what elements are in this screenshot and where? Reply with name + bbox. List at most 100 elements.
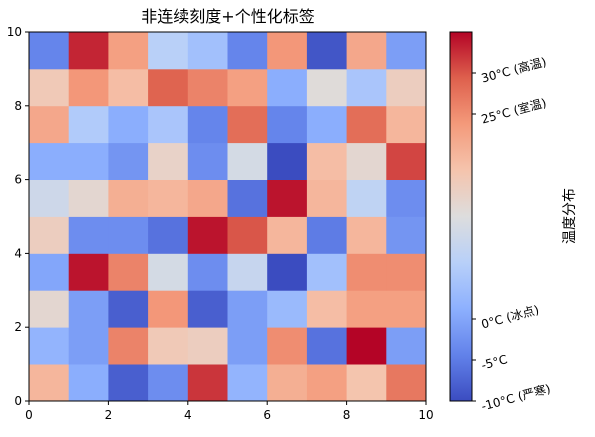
heatmap-cell [227, 216, 268, 254]
heatmap-cell [386, 216, 427, 254]
heatmap-cell [187, 253, 228, 291]
heatmap-cell [346, 290, 387, 328]
heatmap-cell [29, 327, 70, 365]
heatmap-cell [108, 179, 149, 217]
heatmap-cell [346, 253, 387, 291]
heatmap-cell [306, 68, 347, 107]
heatmap-cell [187, 105, 228, 144]
heatmap-cell [29, 105, 70, 144]
heatmap-cell [108, 105, 149, 144]
heatmap-cell [267, 364, 308, 402]
heatmap-cell [148, 327, 189, 365]
heatmap-cell [187, 32, 228, 70]
heatmap-cell [187, 68, 228, 107]
heatmap-cell [187, 142, 228, 180]
heatmap-cell [386, 105, 427, 144]
heatmap-cell [108, 290, 149, 328]
heatmap-cell [187, 216, 228, 254]
y-tick-label: 10 [7, 25, 22, 39]
heatmap-cell [306, 290, 347, 328]
heatmap-cell [267, 290, 308, 328]
y-tick-label: 8 [14, 99, 22, 113]
heatmap-cell [148, 290, 189, 328]
heatmap-cell [68, 68, 109, 107]
colorbar-tick-label: 25°C (室温) [479, 95, 547, 127]
heatmap-cell [29, 253, 70, 291]
heatmap-cell [108, 68, 149, 107]
y-axis: 0 2 4 6 8 10 [7, 25, 29, 408]
heatmap-cell [29, 32, 70, 70]
heatmap-cell [68, 105, 109, 144]
y-tick-label: 0 [14, 394, 22, 408]
heatmap-cell [267, 105, 308, 144]
heatmap-cell [227, 105, 268, 144]
heatmap-cell [68, 179, 109, 217]
heatmap-cell [68, 142, 109, 180]
colorbar-tick-label: 0°C (冰点) [480, 303, 541, 332]
heatmap-cell [346, 179, 387, 217]
heatmap-cell [386, 364, 427, 402]
heatmap-cell [108, 364, 149, 402]
heatmap-cell [346, 327, 387, 365]
heatmap-cell [29, 142, 70, 180]
heatmap-cell [68, 290, 109, 328]
heatmap-cell [108, 32, 149, 70]
heatmap-cell [68, 364, 109, 402]
heatmap-cell [68, 327, 109, 365]
heatmap-cell [108, 142, 149, 180]
y-tick-label: 6 [14, 173, 22, 187]
heatmap-cell [29, 290, 70, 328]
x-tick-label: 10 [418, 408, 433, 422]
heatmap-cell [108, 253, 149, 291]
x-tick-label: 2 [105, 408, 113, 422]
heatmap-cell [267, 142, 308, 180]
heatmap-cell [148, 179, 189, 217]
colorbar-tick-label: 30°C (高温) [479, 54, 547, 86]
heatmap-cell [267, 253, 308, 291]
heatmap-cell [108, 327, 149, 365]
heatmap-cell [29, 68, 70, 107]
heatmap-cell [386, 290, 427, 328]
heatmap-cell [267, 327, 308, 365]
x-tick-label: 6 [263, 408, 271, 422]
heatmap-cell [227, 253, 268, 291]
heatmap-cell [306, 216, 347, 254]
heatmap-cell [227, 179, 268, 217]
heatmap-cell [306, 142, 347, 180]
heatmap-cell [187, 290, 228, 328]
heatmap-cell [306, 253, 347, 291]
colorbar-ticks: 30°C (高温) 25°C (室温) 0°C (冰点) -5°C -10°C (严寒) [472, 54, 552, 414]
heatmap-cell [386, 179, 427, 217]
heatmap-cell [267, 216, 308, 254]
heatmap-cell [306, 327, 347, 365]
heatmap-cell [227, 364, 268, 402]
y-tick-label: 4 [14, 246, 22, 260]
heatmap-cells [29, 32, 427, 402]
x-axis: 0 2 4 6 8 10 [25, 401, 434, 422]
heatmap-cell [148, 253, 189, 291]
heatmap-cell [346, 142, 387, 180]
x-tick-label: 4 [184, 408, 192, 422]
heatmap-cell [68, 216, 109, 254]
heatmap-cell [187, 364, 228, 402]
heatmap-cell [227, 142, 268, 180]
heatmap-cell [386, 68, 427, 107]
colorbar [449, 31, 473, 402]
heatmap-cell [187, 179, 228, 217]
heatmap-cell [267, 32, 308, 70]
heatmap-cell [306, 364, 347, 402]
heatmap-cell [306, 105, 347, 144]
heatmap-cell [267, 68, 308, 107]
heatmap-cell [29, 216, 70, 254]
heatmap-cell [346, 68, 387, 107]
heatmap-cell [148, 32, 189, 70]
chart-title: 非连续刻度+个性化标签 [141, 7, 314, 26]
colorbar-tick-label: -5°C [480, 352, 509, 372]
heatmap-cell [227, 327, 268, 365]
heatmap-cell [148, 216, 189, 254]
x-tick-label: 8 [343, 408, 351, 422]
heatmap-cell [386, 327, 427, 365]
heatmap-cell [306, 32, 347, 70]
heatmap-cell [346, 216, 387, 254]
heatmap-cell [346, 364, 387, 402]
